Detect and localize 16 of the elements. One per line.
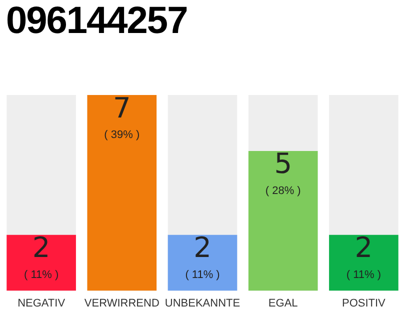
x-tick-label: UNBEKANNTE	[164, 297, 240, 310]
data-label: 2	[32, 231, 50, 264]
annotation: ( 11% )	[346, 268, 382, 281]
data-label: 7	[112, 91, 131, 124]
x-tick-label: POSITIV	[342, 297, 386, 310]
chart-title: 096144257	[6, 0, 188, 43]
annotation: ( 39% )	[104, 129, 140, 142]
x-tick-label: VERWIRREND	[84, 297, 160, 310]
data-label: 2	[354, 231, 373, 264]
data-label: 2	[194, 231, 212, 264]
x-tick-label: EGAL	[268, 297, 298, 310]
annotation: ( 11% )	[24, 268, 59, 281]
annotation: ( 28% )	[265, 184, 301, 197]
annotation: ( 11% )	[185, 268, 220, 281]
data-label: 5	[274, 147, 292, 180]
x-tick-label: NEGATIV	[18, 297, 66, 310]
